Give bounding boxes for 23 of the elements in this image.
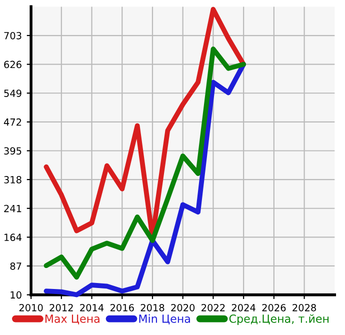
x-tick-label: 2028 bbox=[292, 304, 316, 312]
y-tick-label: 703 bbox=[4, 32, 22, 40]
x-tick-label: 2016 bbox=[110, 304, 134, 312]
y-tick-label: 10 bbox=[10, 291, 22, 299]
x-tick-label: 2020 bbox=[171, 304, 195, 312]
y-tick-label: 87 bbox=[10, 262, 22, 270]
x-tick-label: 2026 bbox=[262, 304, 286, 312]
x-tick-label: 2012 bbox=[50, 304, 73, 312]
y-tick-label: 549 bbox=[4, 90, 22, 97]
x-tick-label: 2010 bbox=[19, 304, 43, 312]
y-tick-label: 241 bbox=[4, 204, 22, 212]
y-tick-label: 395 bbox=[4, 147, 22, 155]
legend-label: Min Цена bbox=[139, 314, 190, 324]
y-tick-label: 318 bbox=[4, 176, 22, 184]
legend-label: Max Цена bbox=[45, 314, 100, 324]
y-tick-label: 164 bbox=[4, 234, 22, 242]
legend-label: Сред.Цена, т.йен bbox=[229, 314, 329, 325]
y-tick-label: 472 bbox=[4, 118, 22, 126]
y-tick-label: 626 bbox=[4, 60, 22, 68]
x-tick-label: 2018 bbox=[140, 304, 164, 312]
x-tick-label: 2022 bbox=[202, 304, 225, 312]
x-tick-label: 2014 bbox=[80, 304, 104, 312]
x-tick-label: 2024 bbox=[232, 304, 256, 312]
